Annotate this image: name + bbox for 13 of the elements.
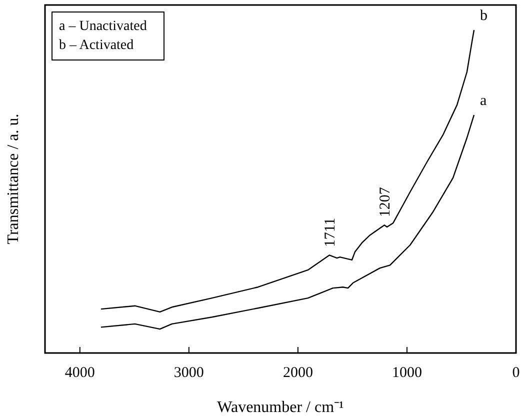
y-axis-title: Transmittance / a. u. <box>5 114 22 244</box>
x-tick-label: 1000 <box>392 365 422 381</box>
annotation: a – Unactivated <box>59 19 147 34</box>
series-label: b <box>480 8 488 24</box>
annotation: 1207 <box>377 186 394 218</box>
x-tick-label: 2000 <box>282 365 313 381</box>
annotation: b – Activated <box>59 38 134 53</box>
x-tick-label: 4000 <box>64 365 95 381</box>
annotation: 1711 <box>322 218 338 248</box>
x-tick-label: 0 <box>512 365 520 381</box>
x-tick-label: 3000 <box>174 365 204 381</box>
series-label: a <box>480 92 488 109</box>
x-axis-title: Wavenumber / cm⁻¹ <box>217 399 344 416</box>
